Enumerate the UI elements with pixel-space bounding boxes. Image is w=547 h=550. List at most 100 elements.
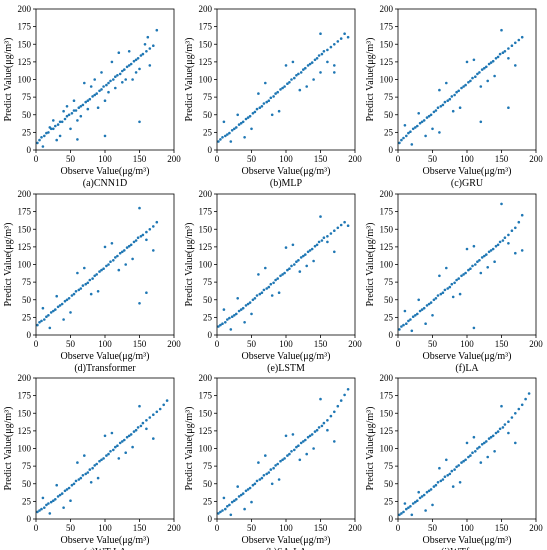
data-point <box>451 109 455 113</box>
subplot-7: 0 50 100 150 200 0 25 50 75 100 125 150 175 200 Observ… <box>184 373 362 550</box>
data-point <box>480 68 484 71</box>
data-point <box>290 450 293 453</box>
data-point <box>146 35 150 39</box>
data-point <box>114 75 117 78</box>
data-point <box>441 103 445 107</box>
data-point <box>54 498 57 501</box>
data-point <box>317 426 321 429</box>
x-axis-label: Observe Value(μg/m³) <box>423 351 512 362</box>
data-point <box>411 127 415 131</box>
data-point <box>485 65 488 69</box>
data-point <box>110 431 114 435</box>
data-point <box>131 78 134 81</box>
x-tick-label: 50 <box>247 154 257 164</box>
plot-frame <box>397 377 537 520</box>
data-point <box>127 64 131 67</box>
y-tick-label: 100 <box>18 260 32 270</box>
x-axis-label: Observe Value(μg/m³) <box>423 166 512 177</box>
data-point <box>102 85 105 88</box>
data-point <box>339 37 343 40</box>
data-point <box>145 427 148 431</box>
data-point <box>326 48 329 52</box>
data-point <box>295 445 298 449</box>
data-point <box>121 81 124 84</box>
data-point <box>438 274 441 278</box>
data-point <box>424 509 427 512</box>
data-point <box>431 503 434 507</box>
data-point <box>448 285 452 289</box>
data-point <box>517 220 521 224</box>
data-point <box>457 89 461 93</box>
data-point <box>407 506 410 510</box>
data-point <box>60 492 64 495</box>
data-point <box>310 61 314 64</box>
data-point <box>76 271 79 275</box>
data-point <box>65 488 69 491</box>
data-point <box>496 243 500 247</box>
data-point <box>233 127 236 131</box>
data-point <box>493 74 496 78</box>
data-point <box>74 109 78 112</box>
data-point <box>265 287 269 290</box>
data-point <box>86 107 90 111</box>
subplot-0: 0 50 100 150 200 0 25 50 75 100 125 150 175 200 Observ… <box>3 4 181 189</box>
data-point <box>127 50 131 53</box>
data-point <box>304 253 307 256</box>
data-point <box>290 264 293 268</box>
x-tick-label: 0 <box>396 523 401 533</box>
data-point <box>483 254 486 258</box>
data-point <box>58 120 62 124</box>
data-point <box>507 106 510 109</box>
data-point <box>47 502 50 505</box>
data-point <box>121 250 124 254</box>
data-point <box>274 278 277 282</box>
y-tick-label: 100 <box>380 444 394 454</box>
data-point <box>45 503 48 507</box>
data-point <box>446 474 450 477</box>
data-point <box>103 99 107 102</box>
data-point <box>507 233 510 237</box>
data-point <box>276 90 280 94</box>
y-tick-label: 175 <box>199 207 213 217</box>
data-point <box>458 106 462 109</box>
x-tick-label: 50 <box>66 523 76 533</box>
data-point <box>281 273 284 276</box>
data-point <box>276 277 280 280</box>
y-tick-label: 0 <box>389 514 394 524</box>
y-axis-label: Predict Value(μg/m³) <box>365 38 376 122</box>
data-point <box>319 397 322 401</box>
y-tick-label: 0 <box>389 145 394 155</box>
data-point <box>422 306 426 310</box>
data-point <box>95 273 98 276</box>
data-point <box>400 325 403 328</box>
data-point <box>123 438 126 442</box>
data-point <box>503 236 507 239</box>
data-point <box>88 97 92 101</box>
data-point <box>291 243 295 247</box>
data-point <box>270 113 274 117</box>
y-tick-label: 150 <box>199 39 213 49</box>
data-point <box>81 103 85 107</box>
data-point <box>112 78 115 81</box>
data-point <box>487 250 491 254</box>
data-point <box>501 51 505 54</box>
subplot-caption: (e)LSTM <box>267 363 305 374</box>
y-tick-label: 0 <box>27 330 32 340</box>
data-point <box>281 458 284 462</box>
data-point <box>105 454 108 457</box>
data-point <box>52 119 55 122</box>
data-point <box>235 312 238 316</box>
data-point <box>65 105 69 108</box>
data-point <box>491 59 495 63</box>
x-tick-label: 100 <box>98 154 112 164</box>
data-point <box>400 512 403 515</box>
data-point <box>306 250 310 254</box>
data-point <box>253 482 257 486</box>
x-tick-label: 50 <box>428 339 438 349</box>
x-tick-label: 150 <box>133 339 147 349</box>
y-tick-label: 50 <box>384 295 394 305</box>
data-point <box>230 500 234 504</box>
data-point <box>438 466 441 470</box>
data-point <box>95 92 98 95</box>
data-point <box>138 404 141 408</box>
